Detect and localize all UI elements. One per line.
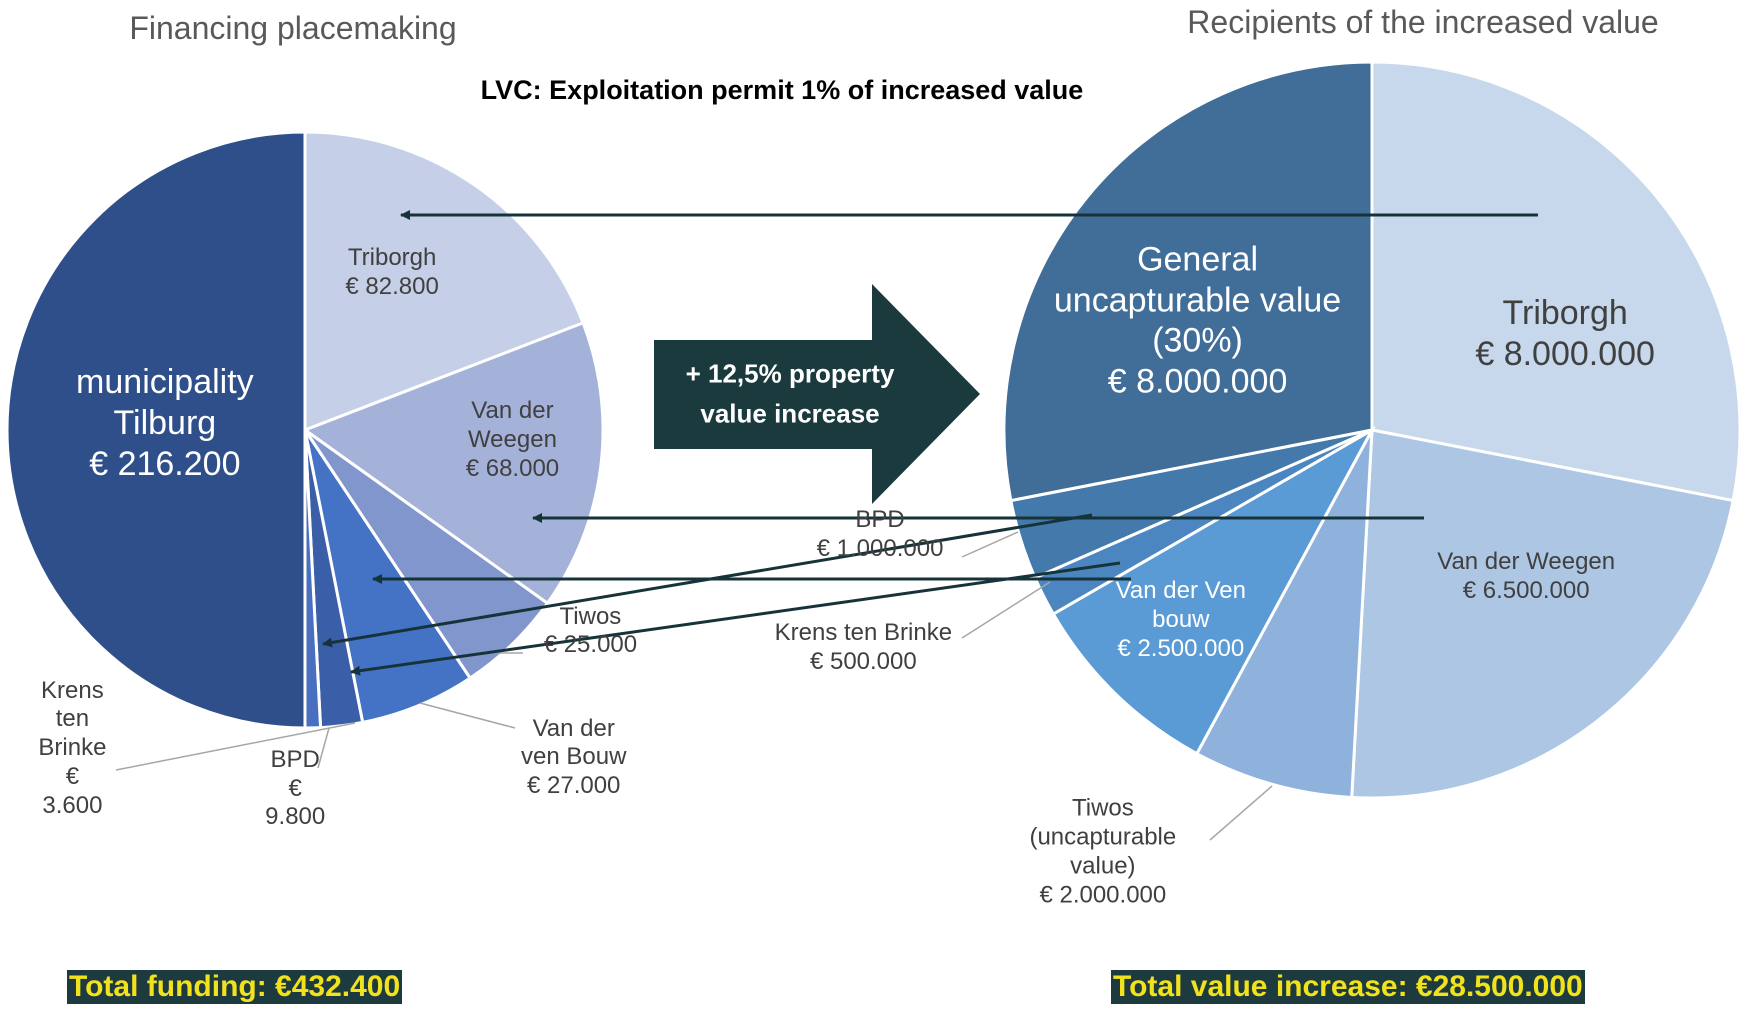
slice-label: Tiwos € 25.000	[540, 603, 640, 661]
slice-label: Van der Weegen € 6.500.000	[1406, 548, 1646, 606]
flow-arrows	[322, 210, 1538, 676]
slice-label: Krens ten Brinke € 3.600	[32, 677, 112, 821]
slice-label: Van der Weegen € 68.000	[437, 397, 587, 483]
total-label: Total funding: €432.400	[67, 970, 403, 1004]
arrow-text: + 12,5% property value increase	[685, 358, 895, 429]
slice-value: € 2.000.000	[1039, 881, 1167, 908]
slice-name: Krens ten Brinke	[774, 619, 953, 647]
slice-value: € 3.600	[42, 762, 103, 819]
slice-value: € 8.000.000	[1107, 362, 1288, 401]
slice-value: € 6.500.000	[1462, 577, 1590, 605]
slice-name: Tiwos	[559, 602, 622, 630]
slice-label: Triborgh € 8.000.000	[1435, 293, 1695, 375]
slice-label: General uncapturable value (30%) € 8.000.…	[1038, 239, 1358, 402]
pie-slice	[1051, 426, 1376, 756]
slice-label: Krens ten Brinke € 500.000	[763, 620, 963, 678]
slice-name: BPD	[270, 745, 320, 773]
slice-label: municipality Tilburg € 216.200	[55, 362, 275, 484]
slice-name: Van der Weegen	[1437, 548, 1616, 576]
slice-name: Van der Weegen	[467, 396, 557, 453]
header: LVC: Exploitation permit 1% of increased…	[480, 74, 1084, 105]
slice-label: BPD € 9.800	[255, 746, 335, 832]
pie-slice	[1194, 429, 1374, 800]
slice-value: € 216.200	[89, 444, 241, 483]
slice-value: € 9.800	[265, 774, 326, 831]
slice-label: Van der ven Bouw € 27.000	[514, 714, 634, 800]
slice-name: Triborgh	[1502, 294, 1628, 333]
pie-title: Financing placemaking	[129, 10, 457, 46]
slice-name: BPD	[855, 505, 905, 533]
pie-slice	[303, 130, 586, 433]
slice-name: Triborgh	[347, 244, 437, 272]
slice-name: Van der ven Bouw	[521, 714, 627, 771]
slice-value: € 2.500.000	[1117, 634, 1245, 662]
pie-slice	[1370, 60, 1742, 503]
pie-slice	[303, 429, 473, 725]
slice-label: Van der Ven bouw € 2.500.000	[1101, 577, 1261, 663]
pie-slice	[5, 130, 307, 730]
leader-lines	[115, 531, 1273, 841]
slice-value: € 8.000.000	[1475, 335, 1655, 374]
slice-name: Van der Ven bouw	[1115, 577, 1246, 634]
slice-name: municipality Tilburg	[76, 363, 254, 442]
pie-slice	[1350, 428, 1735, 800]
total-label: Total value increase: €28.500.000	[1111, 970, 1585, 1004]
slice-name: General uncapturable value (30%)	[1053, 240, 1342, 360]
slice-label: Triborgh € 82.800	[307, 244, 477, 302]
slice-value: € 25.000	[543, 631, 638, 659]
pie-title: Recipients of the increased value	[1187, 4, 1659, 40]
slice-label: Tiwos (uncapturable value) € 2.000.000	[1008, 795, 1198, 910]
slice-value: € 68.000	[465, 454, 560, 482]
slice-label: BPD € 1.000.000	[800, 506, 960, 564]
slice-name: Krens ten Brinke	[38, 676, 107, 762]
pie-slice	[1002, 60, 1374, 503]
slice-name: Tiwos (uncapturable value)	[1029, 794, 1177, 880]
slice-value: € 1.000.000	[816, 534, 944, 562]
slice-value: € 82.800	[345, 272, 439, 300]
slice-value: € 500.000	[809, 648, 917, 676]
big-arrow	[654, 284, 980, 504]
slice-value: € 27.000	[526, 771, 621, 799]
